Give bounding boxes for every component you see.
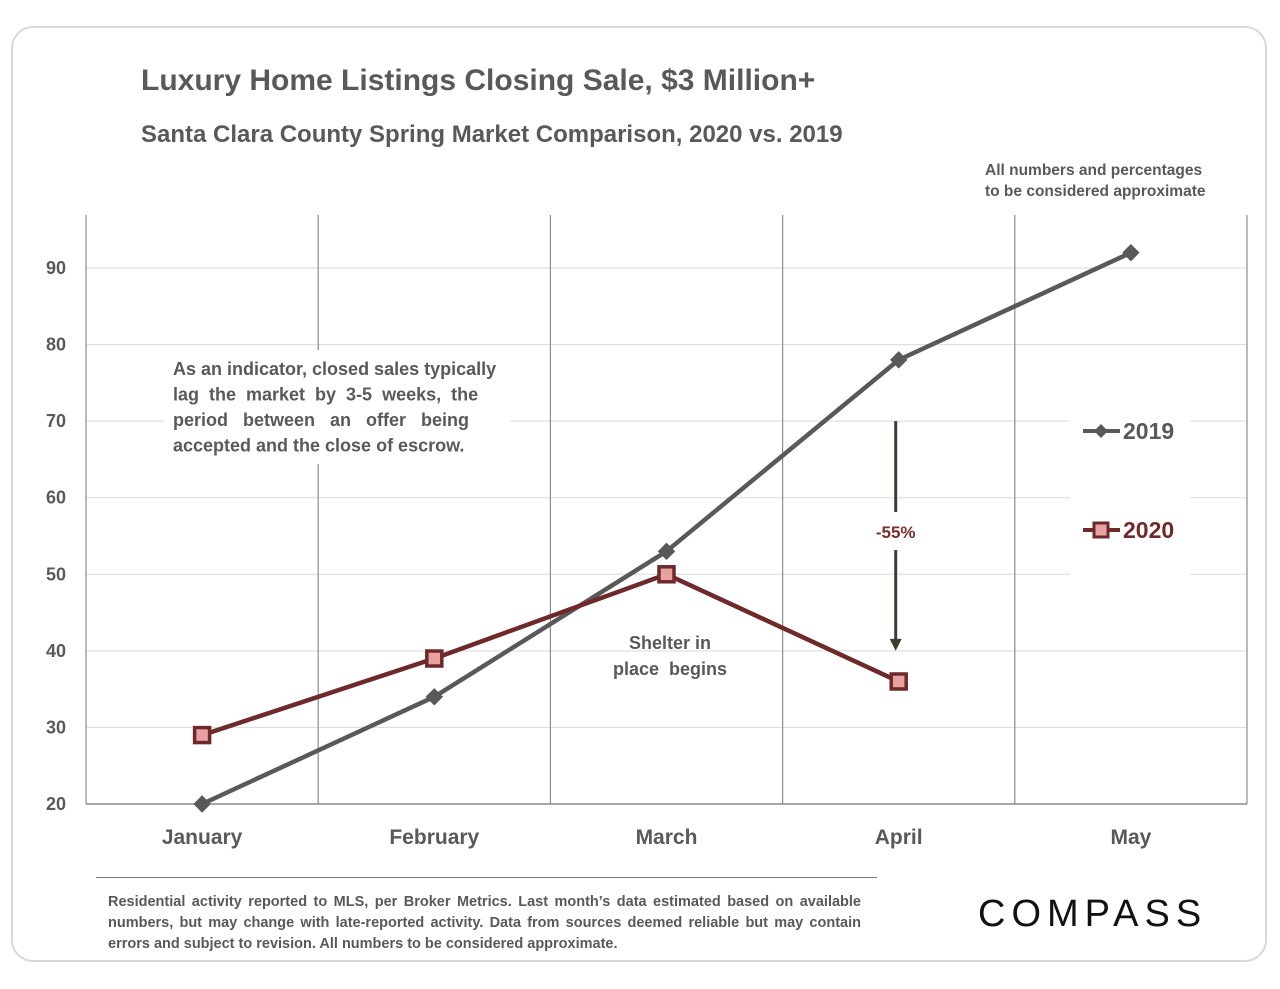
legend-marker-2019: [1094, 424, 1108, 438]
chart-subtitle: Santa Clara County Spring Market Compari…: [141, 121, 843, 148]
x-tick-label-march: March: [636, 826, 698, 849]
x-tick-label-may: May: [1110, 826, 1151, 849]
series-line-2019: [201, 250, 1132, 807]
y-tick-label-90: 90: [46, 258, 66, 278]
point-2019-january: [193, 795, 211, 813]
change-arrow-head: [889, 638, 902, 651]
indicator-annotation-line: lag the market by 3-5 weeks, the: [173, 385, 478, 405]
chart-card: [11, 26, 1267, 962]
point-2020-january: [192, 725, 212, 745]
y-tick-label-50: 50: [46, 564, 66, 584]
point-2019-may: [1122, 243, 1140, 262]
y-tick-label-30: 30: [46, 717, 66, 737]
shelter-annotation-line: Shelter in: [629, 633, 711, 653]
x-tick-label-april: April: [875, 826, 923, 849]
point-2019-march: [657, 542, 676, 561]
legend-marker-2020: [1092, 521, 1110, 539]
approximation-note: All numbers and percentages to be consid…: [985, 162, 1206, 200]
point-2020-march: [657, 565, 676, 584]
point-2019-april: [889, 351, 908, 369]
point-2019-february: [425, 688, 444, 706]
shelter-annotation-line: place begins: [613, 659, 727, 679]
indicator-annotation-line: period between an offer being: [173, 410, 469, 430]
point-2020-february: [425, 649, 444, 668]
legend-label-2019: 2019: [1123, 418, 1174, 444]
y-tick-label-70: 70: [46, 411, 66, 431]
legend-label-2020: 2020: [1123, 517, 1174, 543]
x-tick-label-january: January: [162, 826, 243, 849]
indicator-annotation-line: As an indicator, closed sales typically: [173, 359, 496, 379]
series-line-2020: [201, 572, 900, 738]
chart-title: Luxury Home Listings Closing Sale, $3 Mi…: [141, 64, 816, 97]
indicator-annotation-line: accepted and the close of escrow.: [173, 436, 464, 456]
change-label: -55%: [876, 523, 916, 542]
y-tick-label-80: 80: [46, 335, 66, 355]
x-tick-label-february: February: [389, 826, 479, 849]
y-tick-label-20: 20: [46, 794, 66, 814]
footnote: Residential activity reported to MLS, pe…: [108, 894, 861, 952]
footnote-divider: [96, 877, 877, 878]
point-2020-april: [889, 672, 908, 691]
legend-bg: [1070, 396, 1190, 576]
indicator-annotation-bg: [164, 350, 510, 464]
compass-logo: COMPASS: [978, 893, 1208, 935]
y-tick-label-40: 40: [46, 641, 66, 661]
y-tick-label-60: 60: [46, 488, 66, 508]
